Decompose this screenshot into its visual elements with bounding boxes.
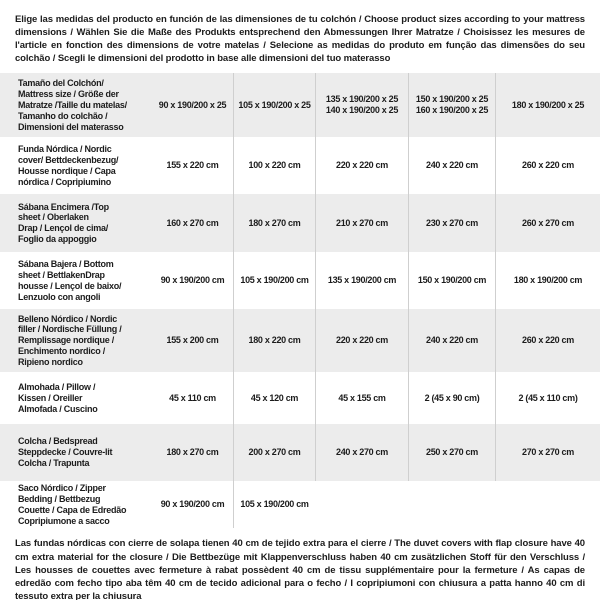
size-cell: 260 x 220 cm — [495, 309, 600, 373]
table-row-bedspread: Colcha / Bedspread Steppdecke / Couvre-l… — [0, 424, 600, 482]
intro-text: Elige las medidas del producto en funció… — [15, 14, 585, 65]
row-label: Almohada / Pillow / Kissen / Oreiller Al… — [18, 381, 98, 414]
size-cell: 200 x 270 cm — [233, 424, 315, 482]
footer-note: Las fundas nórdicas con cierre de solapa… — [15, 538, 585, 600]
size-cell: 240 x 220 cm — [408, 309, 495, 373]
table-row-top-sheet: Sábana Encimera /Top sheet / Oberlaken D… — [0, 194, 600, 253]
row-label: Belleno Nórdico / Nordic filler / Nordis… — [18, 313, 122, 368]
size-cell: 2 (45 x 110 cm) — [495, 372, 600, 425]
row-label: Tamaño del Colchón/ Mattress size / Größ… — [18, 78, 127, 132]
size-cell: 150 x 190/200 cm — [408, 252, 495, 310]
size-cell: 105 x 190/200 x 25 — [233, 73, 315, 138]
size-cell: 230 x 270 cm — [408, 194, 495, 253]
size-cell: 100 x 220 cm — [233, 137, 315, 195]
size-cell — [315, 481, 408, 528]
size-cell: 45 x 155 cm — [315, 372, 408, 425]
size-cell: 45 x 110 cm — [169, 392, 216, 403]
size-cell: 180 x 190/200 cm — [495, 252, 600, 310]
row-label: Saco Nórdico / Zipper Bedding / Bettbezu… — [18, 483, 127, 526]
size-cell: 135 x 190/200 x 25 140 x 190/200 x 25 — [315, 73, 408, 138]
size-cell: 135 x 190/200 cm — [315, 252, 408, 310]
row-label: Funda Nórdica / Nordic cover/ Bettdecken… — [18, 144, 119, 187]
table-row-nordic-filler: Belleno Nórdico / Nordic filler / Nordis… — [0, 309, 600, 373]
size-cell: 180 x 220 cm — [233, 309, 315, 373]
size-cell: 250 x 270 cm — [408, 424, 495, 482]
size-cell: 2 (45 x 90 cm) — [408, 372, 495, 425]
size-cell: 240 x 220 cm — [408, 137, 495, 195]
row-label: Sábana Encimera /Top sheet / Oberlaken D… — [18, 201, 109, 245]
table-row-duvet-cover: Funda Nórdica / Nordic cover/ Bettdecken… — [0, 137, 600, 195]
table-row-pillow: Almohada / Pillow / Kissen / Oreiller Al… — [0, 372, 600, 425]
size-cell: 155 x 220 cm — [166, 160, 219, 171]
size-cell: 105 x 190/200 cm — [233, 252, 315, 310]
size-cell: 160 x 270 cm — [166, 217, 219, 228]
size-cell: 240 x 270 cm — [315, 424, 408, 482]
size-cell: 45 x 120 cm — [233, 372, 315, 425]
size-cell: 260 x 220 cm — [495, 137, 600, 195]
row-label: Colcha / Bedspread Steppdecke / Couvre-l… — [18, 436, 113, 469]
row-label: Sábana Bajera / Bottom sheet / Bettlaken… — [18, 259, 122, 302]
size-cell: 90 x 190/200 cm — [160, 275, 225, 286]
size-cell: 150 x 190/200 x 25 160 x 190/200 x 25 — [408, 73, 495, 138]
size-cell: 260 x 270 cm — [495, 194, 600, 253]
size-cell: 270 x 270 cm — [495, 424, 600, 482]
size-table: Tamaño del Colchón/ Mattress size / Größ… — [0, 73, 600, 529]
size-cell: 220 x 220 cm — [315, 137, 408, 195]
size-cell: 180 x 270 cm — [233, 194, 315, 253]
size-cell — [408, 481, 495, 528]
size-cell: 155 x 200 cm — [166, 335, 219, 346]
size-cell: 90 x 190/200 x 25 — [158, 99, 227, 110]
size-cell: 220 x 220 cm — [315, 309, 408, 373]
size-cell: 180 x 270 cm — [166, 447, 219, 458]
table-row-zipper-bedding: Saco Nórdico / Zipper Bedding / Bettbezu… — [0, 481, 600, 529]
size-cell: 180 x 190/200 x 25 — [495, 73, 600, 138]
table-row-mattress-size: Tamaño del Colchón/ Mattress size / Größ… — [0, 73, 600, 138]
table-row-bottom-sheet: Sábana Bajera / Bottom sheet / Bettlaken… — [0, 252, 600, 310]
size-cell: 105 x 190/200 cm — [233, 481, 315, 529]
size-cell — [495, 481, 600, 528]
size-cell: 90 x 190/200 cm — [160, 499, 225, 510]
size-cell: 210 x 270 cm — [315, 194, 408, 253]
